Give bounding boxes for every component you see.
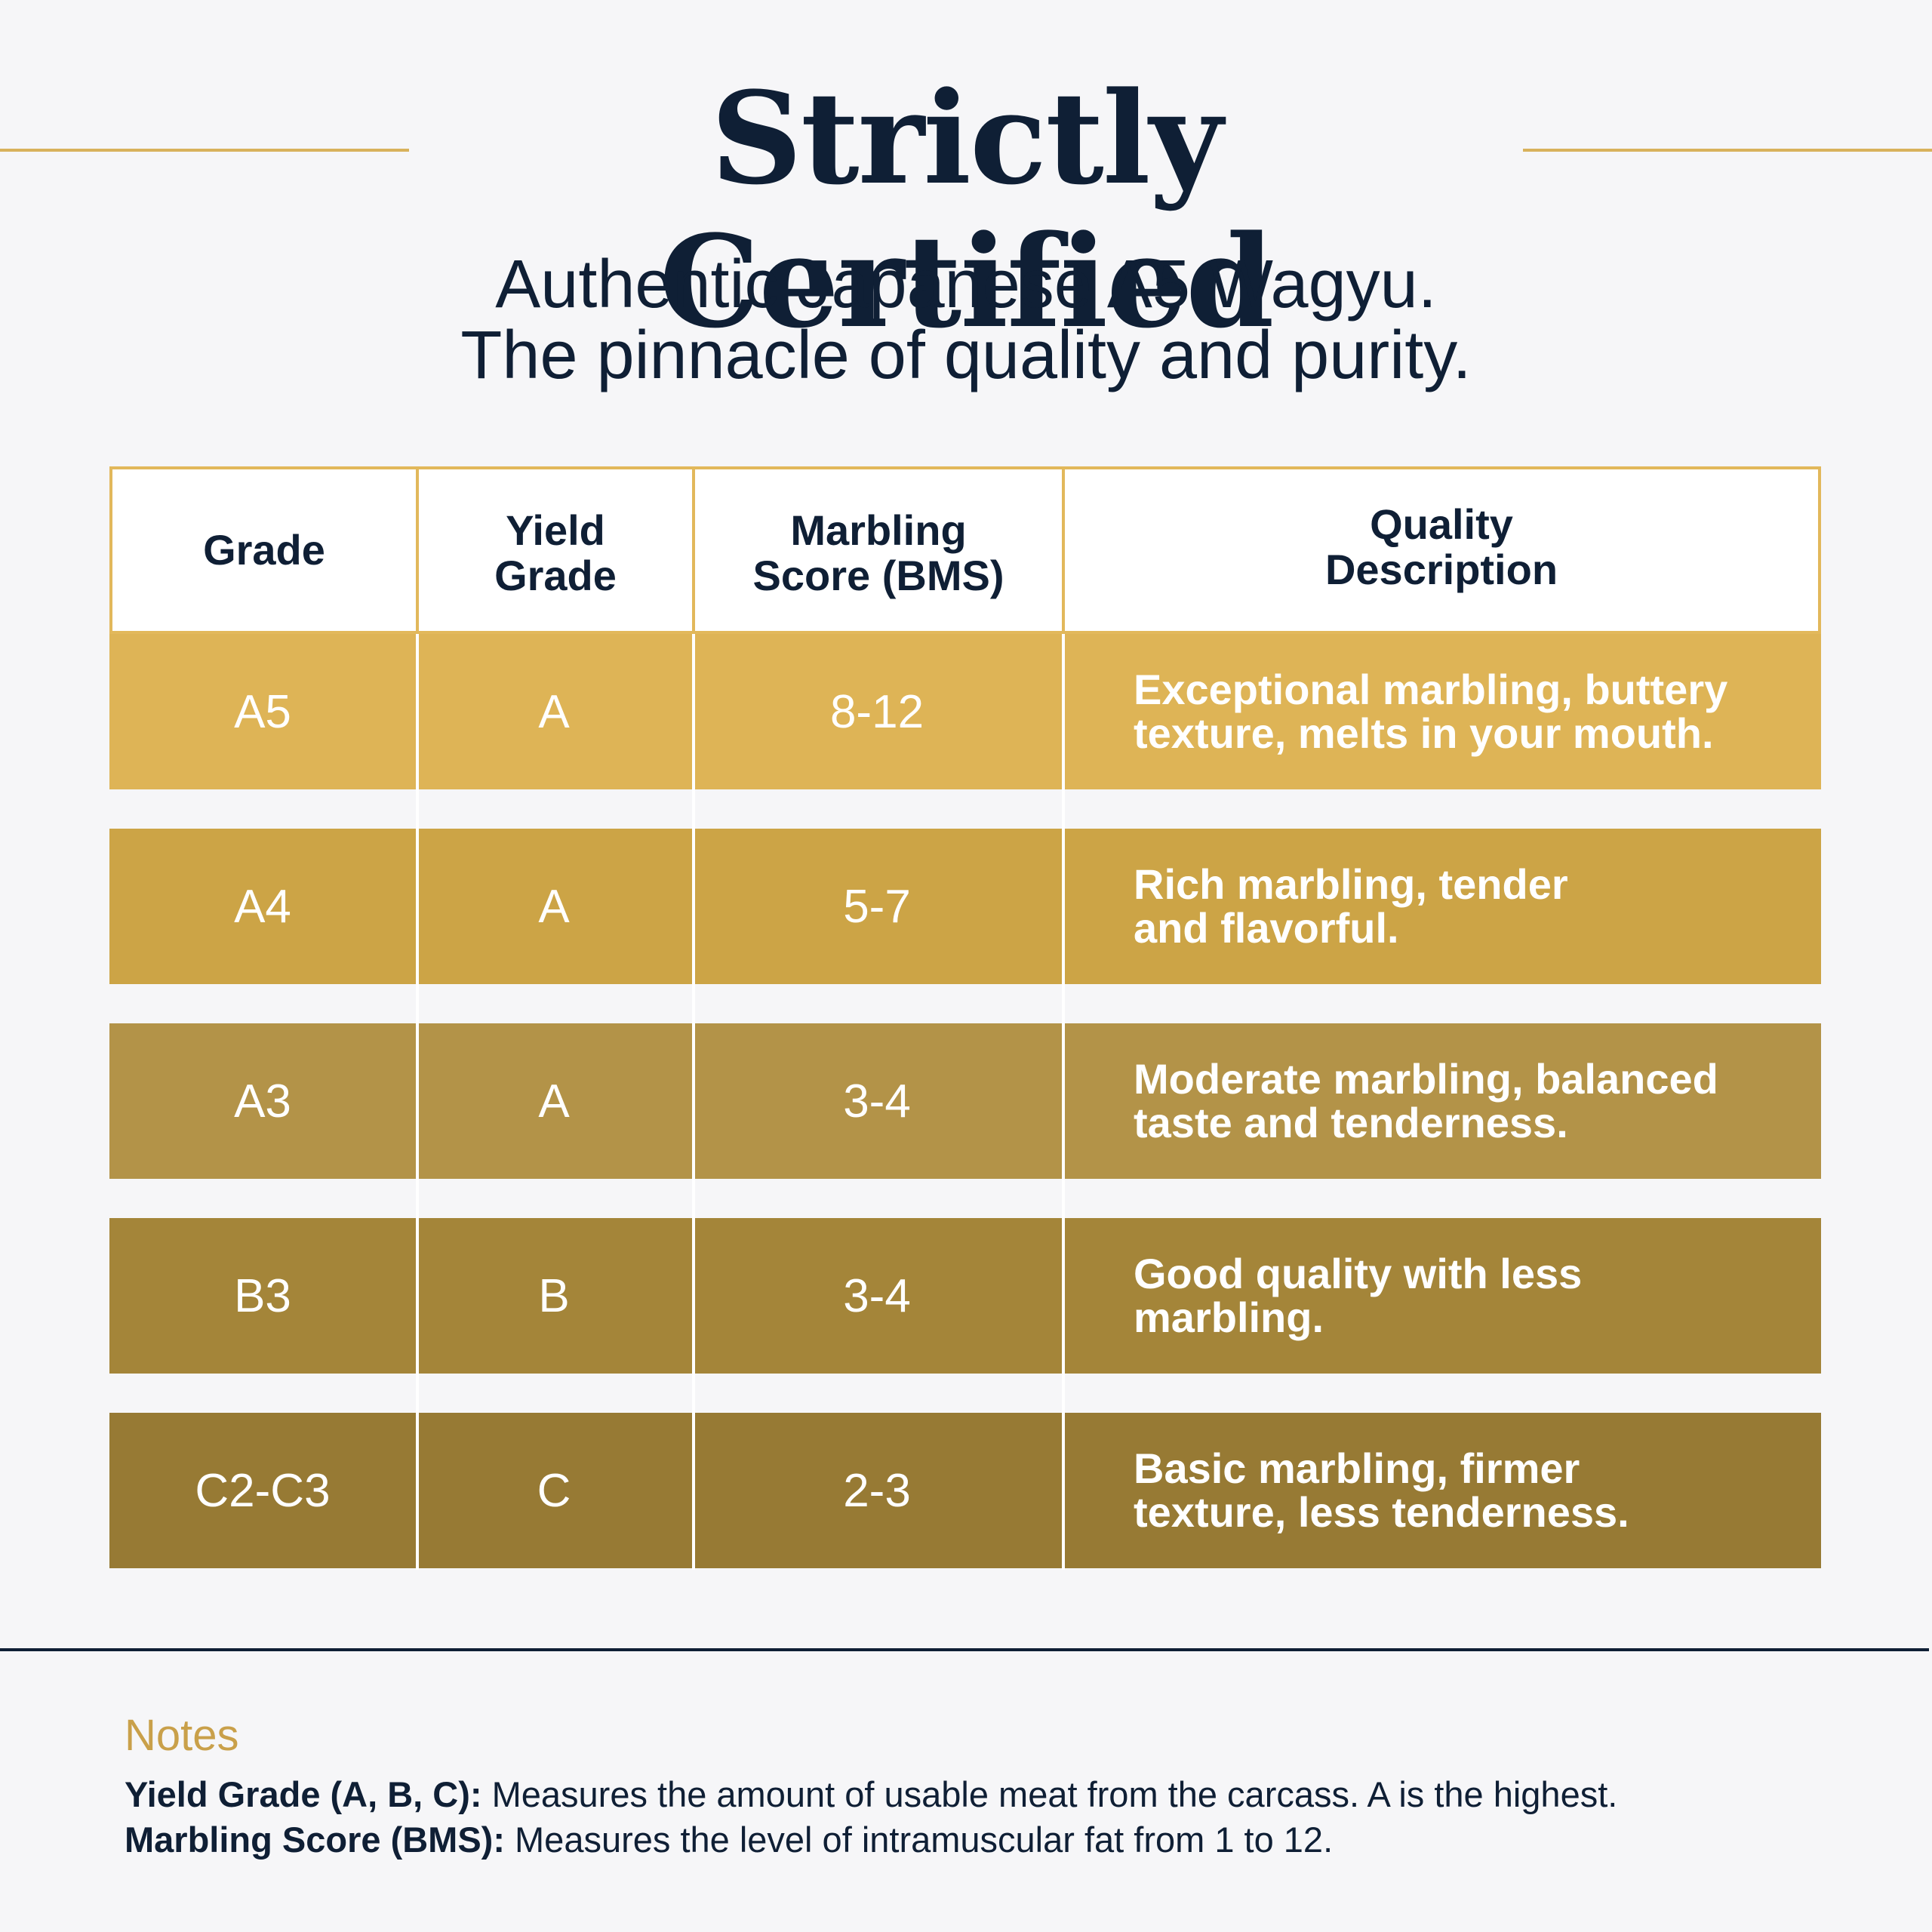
column-header-marbling-line-1: Marbling xyxy=(790,506,967,554)
table-row: A5 A 8-12 Exceptional marbling, buttery t… xyxy=(109,634,1821,789)
section-divider xyxy=(0,1648,1929,1651)
column-separator xyxy=(692,634,695,1570)
note-text: Measures the amount of usable meat from … xyxy=(481,1774,1618,1814)
column-header-grade-label: Grade xyxy=(203,526,325,574)
description-cell: Moderate marbling, balanced taste and ten… xyxy=(1062,1023,1821,1179)
description-line-1: Good quality with less xyxy=(1134,1250,1583,1297)
description-line-2: marbling. xyxy=(1134,1294,1324,1341)
bms-cell: 3-4 xyxy=(692,1218,1062,1374)
row-gap xyxy=(109,789,1821,829)
column-header-yield-line-1: Yield xyxy=(506,506,605,554)
table-row: A3 A 3-4 Moderate marbling, balanced tast… xyxy=(109,1023,1821,1179)
description-line-1: Rich marbling, tender xyxy=(1134,860,1568,908)
description-cell: Good quality with less marbling. xyxy=(1062,1218,1821,1374)
grade-cell: A4 xyxy=(109,829,416,984)
bms-cell: 8-12 xyxy=(692,634,1062,789)
yield-grade-cell: C xyxy=(416,1413,692,1568)
yield-grade-cell: B xyxy=(416,1218,692,1374)
yield-grade-cell: A xyxy=(416,634,692,789)
description-cell: Rich marbling, tender and flavorful. xyxy=(1062,829,1821,984)
description-line-1: Basic marbling, firmer xyxy=(1134,1444,1580,1492)
column-header-quality-line-2: Description xyxy=(1324,546,1558,593)
column-header-marbling-line-2: Score (BMS) xyxy=(752,552,1004,599)
grade-cell: A3 xyxy=(109,1023,416,1179)
column-header-yield-line-2: Grade xyxy=(494,552,617,599)
table-row: B3 B 3-4 Good quality with less marbling. xyxy=(109,1218,1821,1374)
row-gap xyxy=(109,1179,1821,1218)
bms-cell: 2-3 xyxy=(692,1413,1062,1568)
note-yield-grade: Yield Grade (A, B, C): Measures the amou… xyxy=(125,1774,1617,1815)
grading-table: Grade Yield Grade Marbling Score (BMS) Q… xyxy=(109,466,1821,1570)
column-separator xyxy=(416,634,419,1570)
note-text: Measures the level of intramuscular fat … xyxy=(504,1820,1334,1860)
note-term: Marbling Score (BMS): xyxy=(125,1820,505,1860)
description-line-1: Exceptional marbling, buttery xyxy=(1134,666,1728,713)
description-line-2: and flavorful. xyxy=(1134,904,1399,952)
bms-cell: 3-4 xyxy=(692,1023,1062,1179)
column-header-marbling-score: Marbling Score (BMS) xyxy=(692,466,1065,634)
grade-cell: B3 xyxy=(109,1218,416,1374)
column-header-quality-line-1: Quality xyxy=(1370,500,1513,548)
column-header-grade: Grade xyxy=(109,466,419,634)
row-gap xyxy=(109,1374,1821,1413)
notes-title: Notes xyxy=(125,1711,239,1760)
description-line-2: texture, melts in your mouth. xyxy=(1134,709,1714,757)
subtitle-line-1: Authentic Japanese A5 Wagyu. xyxy=(495,247,1437,322)
description-cell: Basic marbling, firmer texture, less tend… xyxy=(1062,1413,1821,1568)
grade-cell: A5 xyxy=(109,634,416,789)
grade-cell: C2-C3 xyxy=(109,1413,416,1568)
table-row: A4 A 5-7 Rich marbling, tender and flavor… xyxy=(109,829,1821,984)
column-header-yield-grade: Yield Grade xyxy=(416,466,695,634)
subtitle-line-2: The pinnacle of quality and purity. xyxy=(460,318,1472,393)
description-line-2: taste and tenderness. xyxy=(1134,1099,1568,1146)
description-line-2: texture, less tenderness. xyxy=(1134,1488,1629,1536)
description-line-1: Moderate marbling, balanced xyxy=(1134,1055,1718,1103)
page-title: Strictly Certified xyxy=(659,63,1275,356)
bms-cell: 5-7 xyxy=(692,829,1062,984)
yield-grade-cell: A xyxy=(416,829,692,984)
column-separator xyxy=(1062,634,1065,1570)
note-term: Yield Grade (A, B, C): xyxy=(125,1774,482,1814)
yield-grade-cell: A xyxy=(416,1023,692,1179)
column-header-quality-description: Quality Description xyxy=(1062,466,1821,634)
row-gap xyxy=(109,984,1821,1023)
subtitle: Authentic Japanese A5 Wagyu. The pinnacl… xyxy=(226,249,1706,391)
description-cell: Exceptional marbling, buttery texture, me… xyxy=(1062,634,1821,789)
table-row: C2-C3 C 2-3 Basic marbling, firmer textur… xyxy=(109,1413,1821,1568)
title-rule-right xyxy=(1523,149,1932,152)
note-marbling-score: Marbling Score (BMS): Measures the level… xyxy=(125,1819,1333,1860)
title-rule-left xyxy=(0,149,409,152)
